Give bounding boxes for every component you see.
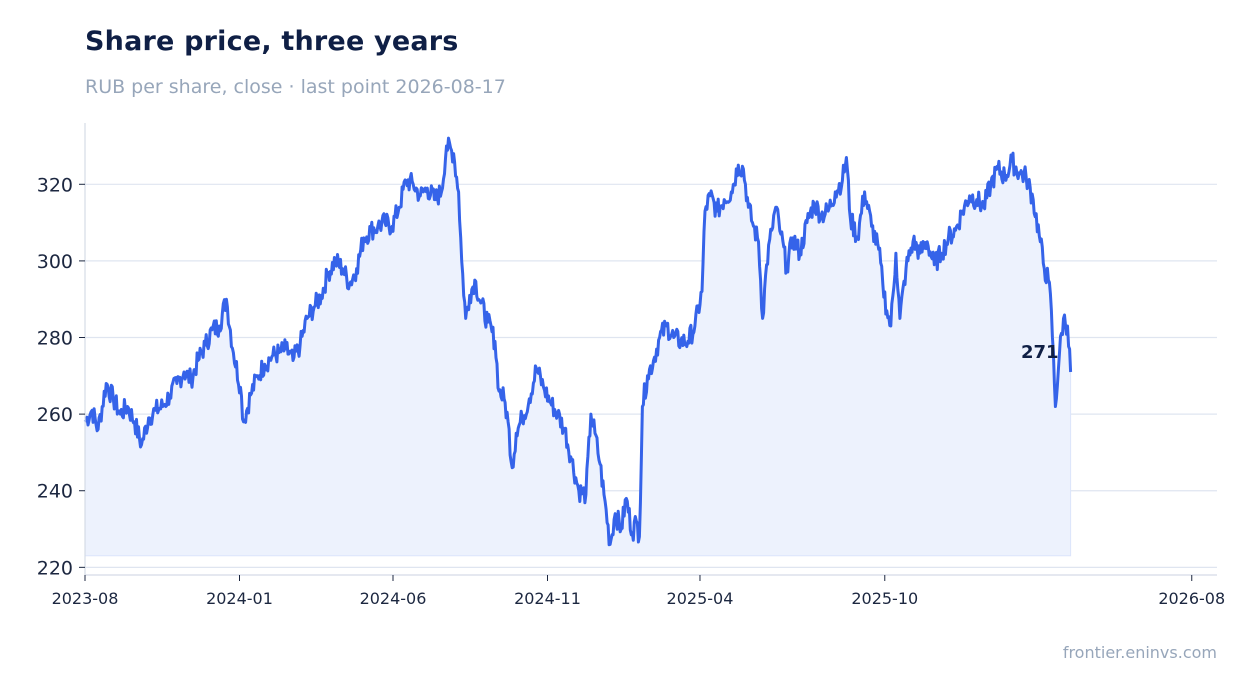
last-value-label: 271: [1021, 342, 1059, 363]
y-tick-label: 220: [37, 557, 73, 579]
x-tick-label: 2024-01: [206, 589, 273, 608]
y-tick-label: 300: [37, 251, 73, 273]
x-tick-label: 2024-11: [514, 589, 581, 608]
x-axis-ticks: 2023-08 2024-01 2024-06 2024-11 2025-04 2025-…: [52, 575, 1225, 608]
chart-title: Share price, three years: [85, 26, 459, 57]
y-tick-label: 320: [37, 174, 73, 196]
y-tick-label: 240: [37, 481, 73, 503]
x-tick-label: 2026-08: [1158, 589, 1225, 608]
y-axis-ticks: 220 240 260 280 300 320: [37, 174, 85, 579]
x-tick-label: 2025-10: [851, 589, 918, 608]
chart-subtitle: RUB per share, close · last point 2026-0…: [85, 76, 506, 98]
source-credit: frontier.eninvs.com: [1062, 643, 1217, 662]
price-series-line: [83, 136, 1073, 547]
x-tick-label: 2025-04: [667, 589, 734, 608]
x-tick-label: 2023-08: [52, 589, 119, 608]
y-tick-label: 280: [37, 328, 73, 350]
x-tick-label: 2024-06: [360, 589, 427, 608]
y-tick-label: 260: [37, 404, 73, 426]
